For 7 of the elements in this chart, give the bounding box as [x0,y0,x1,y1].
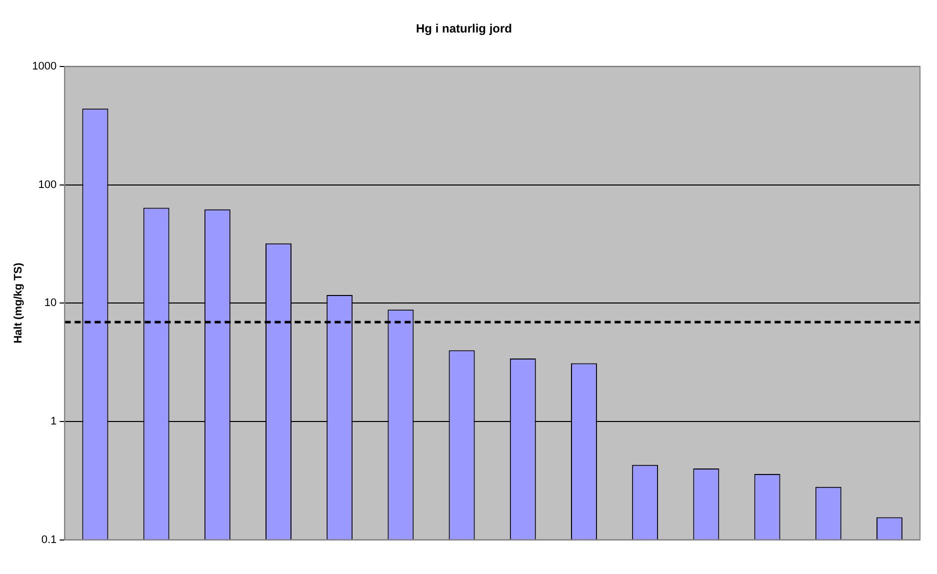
y-tick-label: 1000 [32,60,57,72]
y-axis-title: Halt (mg/kg TS) [12,262,25,344]
y-tick-label: 100 [38,178,57,191]
y-tick-label: 1 [50,415,57,428]
y-tick-label: 10 [44,297,57,310]
chart-title: Hg i naturlig jord [416,22,512,36]
y-tick-label: 0.1 [41,534,57,546]
